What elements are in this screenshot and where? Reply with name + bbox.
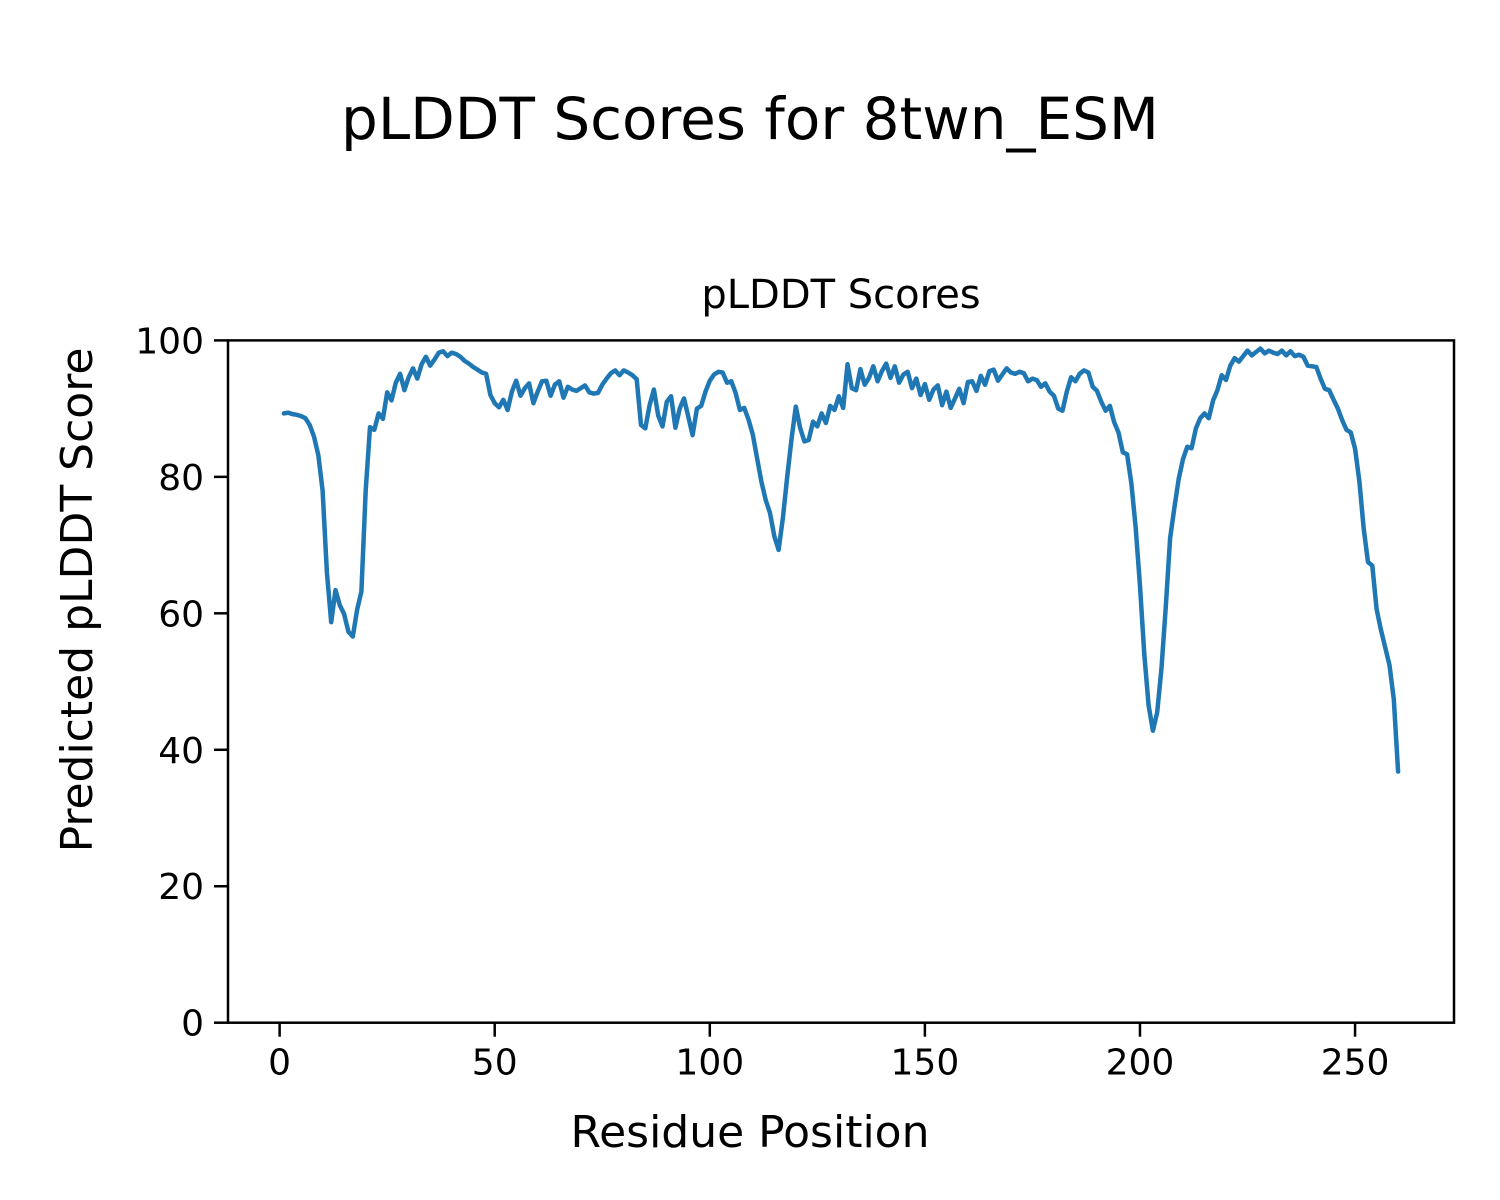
y-tick-label: 100 [135, 321, 204, 362]
plddt-line [281, 346, 1401, 774]
figure-title: pLDDT Scores for 8twn_ESM [341, 85, 1159, 153]
x-tick-label: 150 [891, 1043, 960, 1084]
y-tick-label: 20 [158, 867, 204, 908]
y-tick-label: 80 [158, 458, 204, 499]
y-tick-label: 60 [158, 594, 204, 635]
x-tick-label: 200 [1106, 1043, 1175, 1084]
plot-frame [226, 339, 1456, 1024]
x-tick-label: 250 [1321, 1043, 1390, 1084]
axes-title: pLDDT Scores [701, 272, 981, 318]
x-ticks: 0 50 100 150 200 250 [268, 1022, 1390, 1084]
x-tick-label: 50 [472, 1043, 518, 1084]
y-axis-label: Predicted pLDDT Score [52, 347, 103, 853]
x-tick-label: 100 [675, 1043, 744, 1084]
y-tick-label: 40 [158, 731, 204, 772]
y-tick-label: 0 [181, 1004, 204, 1045]
x-axis-label: Residue Position [570, 1107, 930, 1158]
y-ticks: 0 20 40 60 80 100 [135, 321, 228, 1045]
x-tick-label: 0 [268, 1043, 291, 1084]
